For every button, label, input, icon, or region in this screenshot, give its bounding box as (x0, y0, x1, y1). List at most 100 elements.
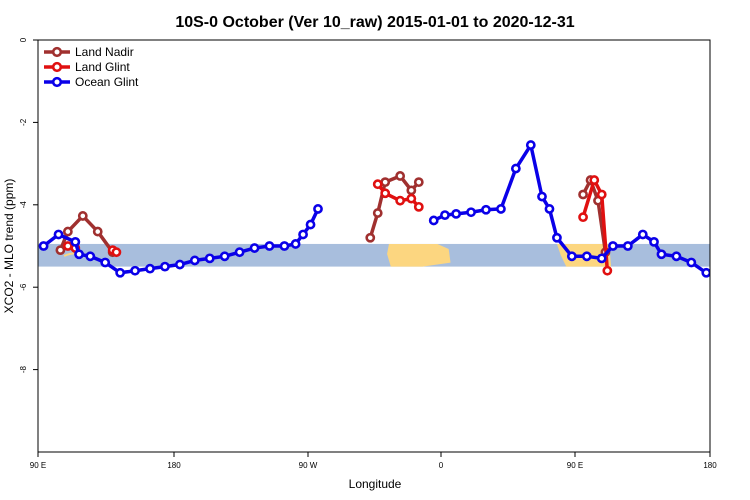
data-point-2-0-16 (264, 241, 275, 251)
x-axis: 90 E 180 90 W 0 90 E 180 (30, 452, 717, 470)
x-tick-label-0: 90 E (30, 461, 46, 470)
data-point-2-1-13 (596, 253, 607, 264)
data-point-2-1-6 (510, 163, 521, 174)
data-point-2-0-2 (70, 236, 81, 247)
data-point-1-2-3 (406, 193, 417, 204)
data-point-1-3-0 (578, 212, 588, 223)
data-point-1-2-4 (413, 201, 424, 212)
data-point-2-1-7 (525, 140, 536, 150)
data-point-2-1-2 (451, 208, 462, 219)
legend-label-1: Land Glint (75, 60, 130, 74)
data-point-2-0-19 (298, 229, 308, 240)
data-point-1-2-0 (372, 179, 383, 190)
data-point-2-1-8 (537, 191, 547, 202)
data-point-2-1-10 (552, 232, 562, 243)
data-point-0-1-3 (395, 171, 406, 181)
data-point-0-2-0 (578, 189, 588, 200)
data-point-2-1-4 (481, 204, 491, 215)
data-point-0-0-3 (92, 226, 103, 237)
series-line-0-3 (732, 216, 750, 252)
data-point-1-4-0 (736, 242, 743, 249)
data-point-2-1-22 (718, 267, 725, 274)
series-line-0-2 (581, 178, 608, 253)
data-point-1-3-2 (596, 189, 607, 200)
data-point-0-1-0 (365, 232, 376, 243)
data-point-2-0-20 (305, 219, 316, 230)
data-point-2-0-9 (160, 261, 170, 272)
data-point-2-0-1 (53, 229, 64, 240)
data-point-1-3-3 (602, 265, 613, 276)
data-point-2-0-5 (100, 257, 111, 268)
data-point-2-1-1 (440, 210, 450, 220)
data-point-2-1-21 (701, 267, 710, 278)
data-point-2-0-10 (174, 259, 185, 270)
data-point-2-0-12 (204, 253, 215, 264)
y-tick-label-4: -8 (19, 365, 28, 373)
data-point-1-3-1 (589, 175, 600, 185)
data-point-0-3-0 (729, 247, 736, 254)
x-tick-label-2: 90 W (299, 461, 318, 470)
y-axis-label: XCO2 - MLO trend (ppm) (2, 179, 16, 314)
data-point-2-0-15 (249, 243, 260, 253)
series-line-1-3 (581, 178, 610, 271)
x-tick-label-1: 180 (167, 461, 181, 470)
data-point-2-1-0 (428, 215, 439, 226)
legend-marker-1 (51, 61, 63, 73)
data-point-2-0-0 (38, 241, 49, 251)
data-point-1-2-2 (395, 195, 406, 206)
data-point-2-0-13 (219, 251, 230, 262)
data-point-2-1-18 (656, 249, 667, 260)
x-tick-label-5: 180 (703, 461, 717, 470)
data-point-0-3-1 (736, 228, 743, 235)
data-point-2-0-14 (234, 247, 245, 258)
legend-label-2: Ocean Glint (75, 75, 139, 89)
data-point-2-0-4 (85, 251, 96, 262)
x-tick-label-4: 90 E (567, 461, 583, 470)
background-band (38, 243, 750, 267)
data-point-2-0-17 (279, 241, 290, 251)
data-point-2-0-8 (145, 263, 155, 274)
data-point-2-0-11 (189, 255, 200, 266)
series-layer (38, 140, 750, 278)
data-point-2-1-16 (637, 229, 648, 240)
data-point-2-1-12 (581, 251, 592, 262)
land-south-america (387, 243, 451, 267)
data-point-2-1-19 (671, 251, 682, 262)
x-axis-label: Longitude (349, 477, 402, 491)
data-point-1-1-1 (111, 247, 122, 258)
data-point-2-1-14 (608, 241, 618, 251)
series-line-1-4 (740, 246, 747, 248)
data-point-0-1-2 (380, 177, 391, 188)
data-point-0-1-1 (372, 208, 383, 218)
data-point-2-1-3 (466, 207, 476, 218)
y-axis: 0 -2 -4 -6 -8 (19, 37, 38, 373)
y-tick-label-1: -2 (19, 118, 28, 126)
data-point-2-0-18 (290, 239, 301, 249)
data-point-0-0-2 (77, 211, 88, 221)
data-point-0-0-1 (62, 226, 73, 237)
plot-frame (37, 39, 711, 453)
data-point-1-2-1 (380, 188, 391, 199)
data-point-0-0-0 (55, 245, 66, 256)
y-tick-label-2: -4 (19, 201, 28, 209)
data-point-2-1-9 (544, 204, 555, 214)
data-point-2-0-6 (115, 267, 126, 278)
chart-title: 10S-0 October (Ver 10_raw) 2015-01-01 to… (175, 14, 574, 31)
data-point-2-1-17 (649, 236, 659, 247)
x-tick-label-3: 0 (439, 461, 444, 470)
data-point-2-1-11 (566, 251, 577, 262)
data-point-2-0-21 (313, 204, 323, 214)
legend-label-0: Land Nadir (75, 45, 134, 59)
y-tick-label-0: 0 (19, 37, 28, 42)
data-point-0-1-4 (406, 185, 417, 196)
land-islands-1 (736, 253, 750, 258)
legend-marker-0 (51, 46, 63, 58)
data-point-2-1-5 (496, 204, 506, 214)
data-point-1-4-1 (744, 244, 750, 251)
y-tick-label-3: -6 (19, 283, 28, 291)
data-point-2-1-23 (729, 265, 736, 272)
data-point-2-0-3 (74, 249, 84, 260)
series-line-2-0 (42, 208, 320, 275)
